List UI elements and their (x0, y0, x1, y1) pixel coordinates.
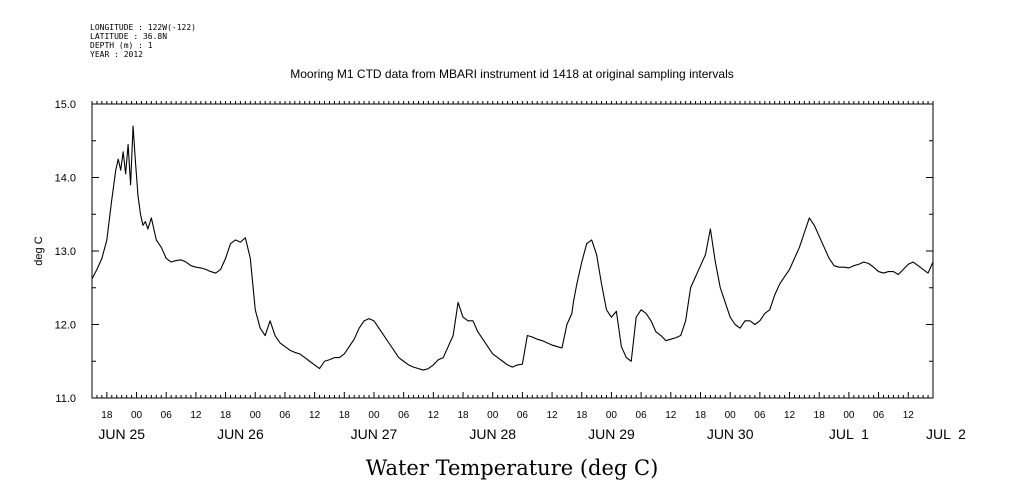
x-tick-label: 12 (309, 410, 321, 421)
x-tick-label: 00 (487, 410, 499, 421)
x-tick-label: 18 (101, 410, 113, 421)
x-tick-label: 00 (606, 410, 618, 421)
longitude-text: LONGITUDE : 122W(-122) (90, 23, 196, 32)
x-tick-label: 18 (576, 410, 588, 421)
y-tick-label: 14.0 (55, 173, 76, 185)
date-labels: JUN 25 JUN 26 JUN 27 JUN 28 JUN 29 JUN 30 JUL … (98, 426, 966, 442)
x-tick-label: 00 (250, 410, 262, 421)
y-tick-label: 15.0 (55, 99, 76, 111)
x-tick-label: 12 (428, 410, 440, 421)
date-label: JUN 30 (707, 426, 754, 442)
date-label: JUL 2 (926, 426, 966, 442)
x-tick-label: 18 (457, 410, 469, 421)
date-label: JUN 28 (469, 426, 516, 442)
y-axis-label: deg C (33, 236, 45, 265)
x-tick-label: 06 (398, 410, 410, 421)
x-tick-label: 18 (695, 410, 707, 421)
x-tick-label: 00 (131, 410, 143, 421)
y-tick-label: 12.0 (55, 320, 76, 332)
y-tick-label: 13.0 (55, 246, 76, 258)
y-axis: 11.0 12.0 13.0 14.0 15.0 (55, 99, 933, 405)
x-tick-label: 06 (873, 410, 885, 421)
x-tick-label: 06 (161, 410, 173, 421)
series-line-water-temperature (91, 125, 934, 371)
date-label: JUN 27 (351, 426, 398, 442)
date-label: JUN 25 (98, 426, 145, 442)
x-tick-label: 00 (368, 410, 380, 421)
date-label: JUN 26 (217, 426, 264, 442)
x-tick-label: 00 (725, 410, 737, 421)
header-metadata: LONGITUDE : 122W(-122) LATITUDE : 36.8N … (90, 23, 196, 59)
x-tick-label: 06 (636, 410, 648, 421)
x-tick-label: 12 (665, 410, 677, 421)
x-tick-label: 18 (814, 410, 826, 421)
x-tick-label: 00 (843, 410, 855, 421)
depth-text: DEPTH (m) : 1 (90, 41, 153, 50)
plot-frame (91, 103, 934, 399)
x-axis-label: Water Temperature (deg C) (366, 456, 659, 480)
chart-title: Mooring M1 CTD data from MBARI instrumen… (290, 67, 734, 81)
x-tick-label: 06 (279, 410, 291, 421)
x-tick-label: 12 (190, 410, 202, 421)
y-tick-label: 11.0 (55, 393, 76, 405)
latitude-text: LATITUDE : 36.8N (90, 32, 167, 41)
x-tick-label: 06 (754, 410, 766, 421)
x-tick-label: 18 (220, 410, 232, 421)
year-text: YEAR : 2012 (90, 50, 143, 59)
x-tick-label: 12 (547, 410, 559, 421)
date-label: JUN 29 (588, 426, 635, 442)
date-label: JUL 1 (829, 426, 869, 442)
x-tick-label: 12 (784, 410, 796, 421)
x-axis: 18 00 06 12 18 00 06 12 18 00 06 12 18 00 06 12 18 00 06 12… (91, 101, 934, 421)
x-tick-label: 18 (339, 410, 351, 421)
x-tick-label: 12 (903, 410, 915, 421)
x-tick-label: 06 (517, 410, 529, 421)
